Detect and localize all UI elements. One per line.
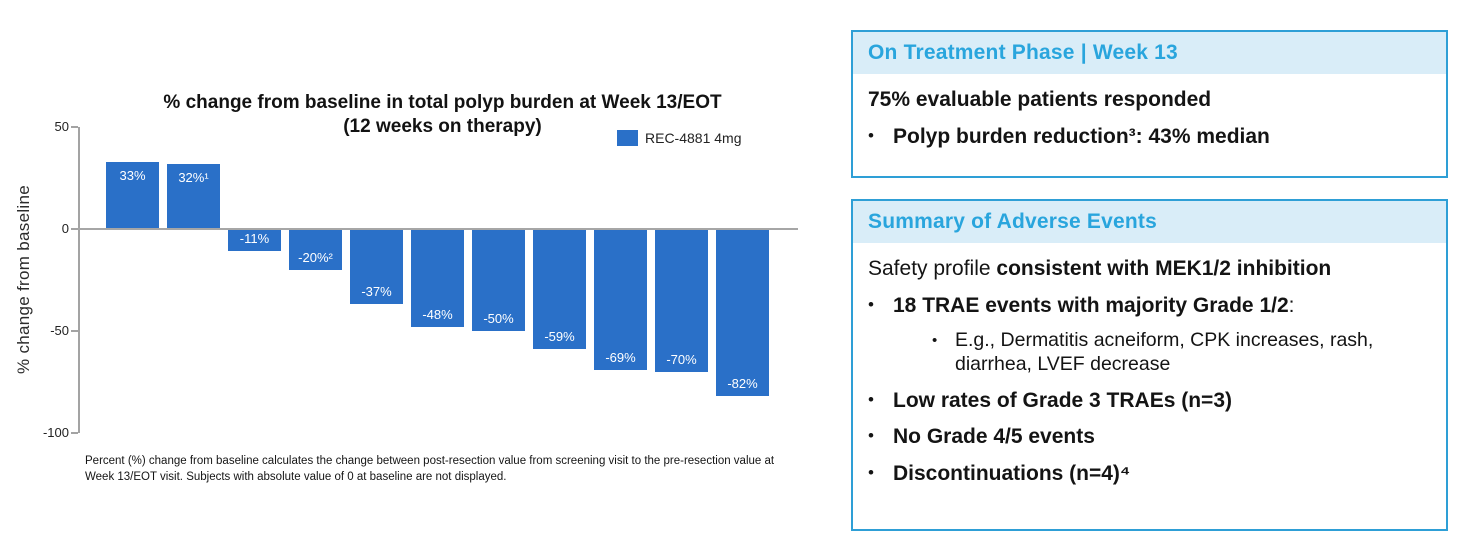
panel-header: On Treatment Phase | Week 13 <box>853 32 1446 74</box>
bullet-icon: • <box>868 389 874 409</box>
legend-label: REC-4881 4mg <box>645 130 742 146</box>
chart-bar: -70% <box>655 229 708 372</box>
chart-title-line2: (12 weeks on therapy) <box>343 116 542 138</box>
y-tick-label--50: -50 <box>50 323 69 338</box>
chart-legend: REC-4881 4mg <box>617 130 742 146</box>
bar-value-label: -82% <box>727 376 758 392</box>
bar-value-label: -70% <box>666 351 697 367</box>
chart-bar: 32%¹ <box>167 163 220 229</box>
panel-item-text: E.g., Dermatitis acneiform, CPK increase… <box>955 329 1374 375</box>
panel-on-treatment-phase: On Treatment Phase | Week 13 75% evaluab… <box>851 30 1448 178</box>
y-tick-label-0: 0 <box>61 221 69 236</box>
chart-bar: -37% <box>350 229 403 305</box>
y-tick-label-50: 50 <box>54 119 69 134</box>
y-axis-title: % change from baseline <box>14 185 33 375</box>
panel-item-bullet: • Discontinuations (n=4)⁴ <box>868 461 1431 487</box>
panel-item-text: Polyp burden reduction³: 43% median <box>893 124 1270 148</box>
bar-value-label: 32%¹ <box>178 169 209 185</box>
bullet-icon: • <box>868 294 874 314</box>
bullet-icon: • <box>868 426 874 446</box>
panel-item-bullet: • Polyp burden reduction³: 43% median <box>868 124 1431 150</box>
bar-value-label: -48% <box>422 306 453 322</box>
chart-bar: -11% <box>228 229 281 252</box>
chart-bar: -50% <box>472 229 525 331</box>
y-tick-mark <box>71 330 78 332</box>
chart-bar: -20%² <box>289 229 342 270</box>
chart-bar: -69% <box>594 229 647 370</box>
panel-item-bullet: • No Grade 4/5 events <box>868 424 1431 450</box>
bullet-icon: • <box>932 332 938 350</box>
y-axis-line <box>78 127 80 433</box>
panel-item-bullet: • Low rates of Grade 3 TRAEs (n=3) <box>868 388 1431 414</box>
panel-item-text: Safety profile consistent with MEK1/2 in… <box>868 257 1332 280</box>
chart-bar: -59% <box>533 229 586 350</box>
y-tick-mark <box>71 228 78 230</box>
chart-bar: -48% <box>411 229 464 327</box>
y-tick-mark <box>71 126 78 128</box>
plot-area: 50 0 -50 -100 33% 32%¹ -11% -20%² -37% -48% -50% -5… <box>43 119 798 440</box>
panel-body: 75% evaluable patients responded • Polyp b… <box>853 74 1446 149</box>
bar-value-label: -37% <box>361 284 392 300</box>
zero-baseline <box>78 228 798 230</box>
panel-item-text: Low rates of Grade 3 TRAEs (n=3) <box>893 388 1232 412</box>
y-tick-label--100: -100 <box>42 425 69 440</box>
bullet-icon: • <box>868 463 874 482</box>
panel-item-para: 75% evaluable patients responded <box>868 87 1431 113</box>
panel-item-text: 75% evaluable patients responded <box>868 88 1212 111</box>
panel-item-para: Safety profile consistent with MEK1/2 in… <box>868 256 1431 282</box>
bar-value-label: -59% <box>544 329 575 345</box>
panel-adverse-events: Summary of Adverse Events Safety profile… <box>851 199 1448 531</box>
y-tick-mark <box>71 432 78 434</box>
panel-item-subbullet: • E.g., Dermatitis acneiform, CPK increas… <box>932 329 1431 377</box>
chart-bar: -82% <box>716 229 769 397</box>
bar-value-label: -69% <box>605 349 636 365</box>
bar-value-label: -50% <box>483 311 514 326</box>
bar-value-label: 33% <box>119 167 146 183</box>
panel-body: Safety profile consistent with MEK1/2 in… <box>853 243 1446 487</box>
chart-footnote: Percent (%) change from baseline calcula… <box>85 454 775 484</box>
panel-header: Summary of Adverse Events <box>853 201 1446 243</box>
bullet-icon: • <box>868 125 874 145</box>
bar-value-label: -11% <box>239 231 270 247</box>
panel-item-text: No Grade 4/5 events <box>893 425 1095 449</box>
chart-bar: 33% <box>106 161 159 229</box>
bar-value-label: -20%² <box>298 249 333 265</box>
panel-item-text: Discontinuations (n=4)⁴ <box>893 462 1131 485</box>
legend-swatch-icon <box>617 130 638 146</box>
panel-item-bullet: • 18 TRAE events with majority Grade 1/2: <box>868 293 1431 319</box>
panel-item-text: 18 TRAE events with majority Grade 1/2: <box>893 293 1295 317</box>
chart-title: % change from baseline in total polyp bu… <box>70 91 815 140</box>
chart-title-line1: % change from baseline in total polyp bu… <box>163 92 722 113</box>
